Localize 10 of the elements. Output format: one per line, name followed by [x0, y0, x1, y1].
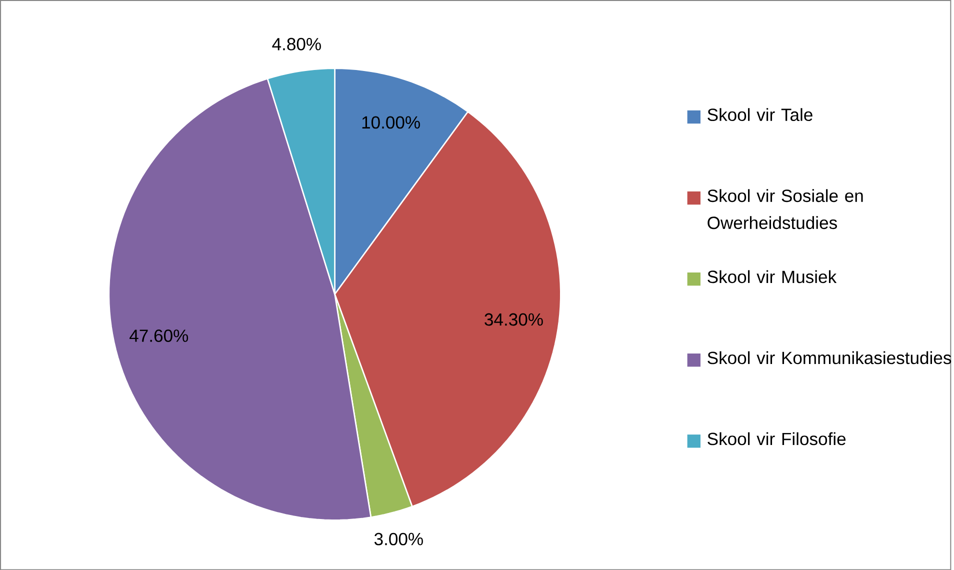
- legend-label: Skool vir Kommunikasiestudies: [708, 351, 952, 364]
- data-label: 3.00%: [374, 532, 423, 546]
- data-label: 34.30%: [484, 313, 543, 326]
- data-label: 4.80%: [272, 38, 321, 50]
- data-label: 47.60%: [130, 329, 188, 342]
- legend-label: Skool vir Musiek: [708, 270, 837, 283]
- legend-label: Skool vir Tale: [708, 108, 812, 121]
- data-label: 10.00%: [362, 116, 420, 129]
- legend-label: Skool vir Sosiale en Owerheidstudies: [708, 189, 863, 229]
- legend-label: Skool vir Filosofie: [708, 432, 846, 446]
